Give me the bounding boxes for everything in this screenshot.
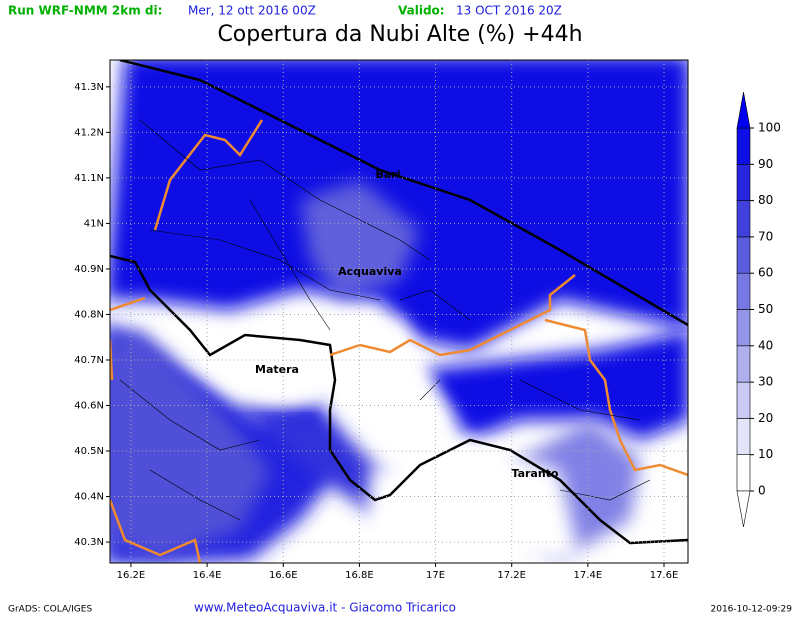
colorbar-label: 60 [758, 266, 773, 280]
footer-right: 2016-10-12-09:29 [711, 605, 793, 615]
colorbar-label: 100 [758, 121, 781, 135]
y-tick-label: 41.2N [74, 127, 104, 138]
x-tick-label: 17.6E [650, 570, 679, 581]
y-tick-label: 40.8N [74, 309, 104, 320]
footer-left: GrADS: COLA/IGES [8, 605, 92, 615]
colorbar-segment [736, 272, 751, 310]
x-tick-label: 16.4E [193, 570, 222, 581]
colorbar-segment [736, 236, 751, 274]
colorbar: 0 10 20 30 40 50 60 70 80 90 100 [736, 91, 781, 528]
x-tick-label: 17E [426, 570, 445, 581]
colorbar-label: 40 [758, 338, 773, 352]
colorbar-label: 90 [758, 157, 773, 171]
cloud-field [110, 60, 688, 563]
colorbar-segment [736, 345, 751, 383]
colorbar-label: 50 [758, 302, 773, 316]
y-tick-label: 40.4N [74, 492, 104, 503]
colorbar-label: 20 [758, 411, 773, 425]
colorbar-segment [736, 418, 751, 455]
y-tick-label: 41.3N [74, 82, 104, 93]
colorbar-over [736, 91, 751, 129]
map-frame [109, 59, 689, 564]
x-tick-label: 16.6E [269, 570, 298, 581]
colorbar-label: 30 [758, 375, 773, 389]
x-tick-label: 17.2E [497, 570, 526, 581]
place-label: Bari [375, 168, 400, 181]
y-tick-label: 41N [84, 218, 104, 229]
y-tick-label: 40.7N [74, 355, 104, 366]
colorbar-label: 70 [758, 229, 773, 243]
colorbar-segment [736, 164, 751, 201]
run-date: Mer, 12 ott 2016 00Z [188, 4, 316, 18]
colorbar-segment [736, 454, 751, 492]
place-label: Taranto [511, 467, 558, 480]
colorbar-segment [736, 127, 751, 165]
colorbar-label: 0 [758, 484, 766, 498]
y-tick-label: 40.3N [74, 537, 104, 548]
y-tick-label: 40.5N [74, 446, 104, 457]
y-tick-label: 41.1N [74, 173, 104, 184]
colorbar-label: 10 [758, 447, 773, 461]
colorbar-segment [736, 200, 751, 238]
colorbar-under [736, 490, 751, 528]
valid-date: 13 OCT 2016 20Z [456, 4, 562, 18]
x-tick-label: 16.8E [345, 570, 374, 581]
x-tick-label: 16.2E [117, 570, 146, 581]
y-tick-label: 40.9N [74, 264, 104, 275]
run-label: Run WRF-NMM 2km di: [8, 4, 162, 18]
footer-center: www.MeteoAcquaviva.it - Giacomo Tricaric… [194, 601, 456, 615]
valid-label: Valido: [398, 4, 445, 18]
place-label: Matera [255, 363, 299, 376]
title: Copertura da Nubi Alte (%) +44h [217, 22, 582, 47]
colorbar-label: 80 [758, 193, 773, 207]
grid [110, 60, 688, 563]
colorbar-segment [736, 381, 751, 419]
x-tick-label: 17.4E [574, 570, 603, 581]
y-tick-label: 40.6N [74, 400, 104, 411]
colorbar-segment [736, 309, 751, 347]
place-label: Acquaviva [338, 265, 402, 278]
